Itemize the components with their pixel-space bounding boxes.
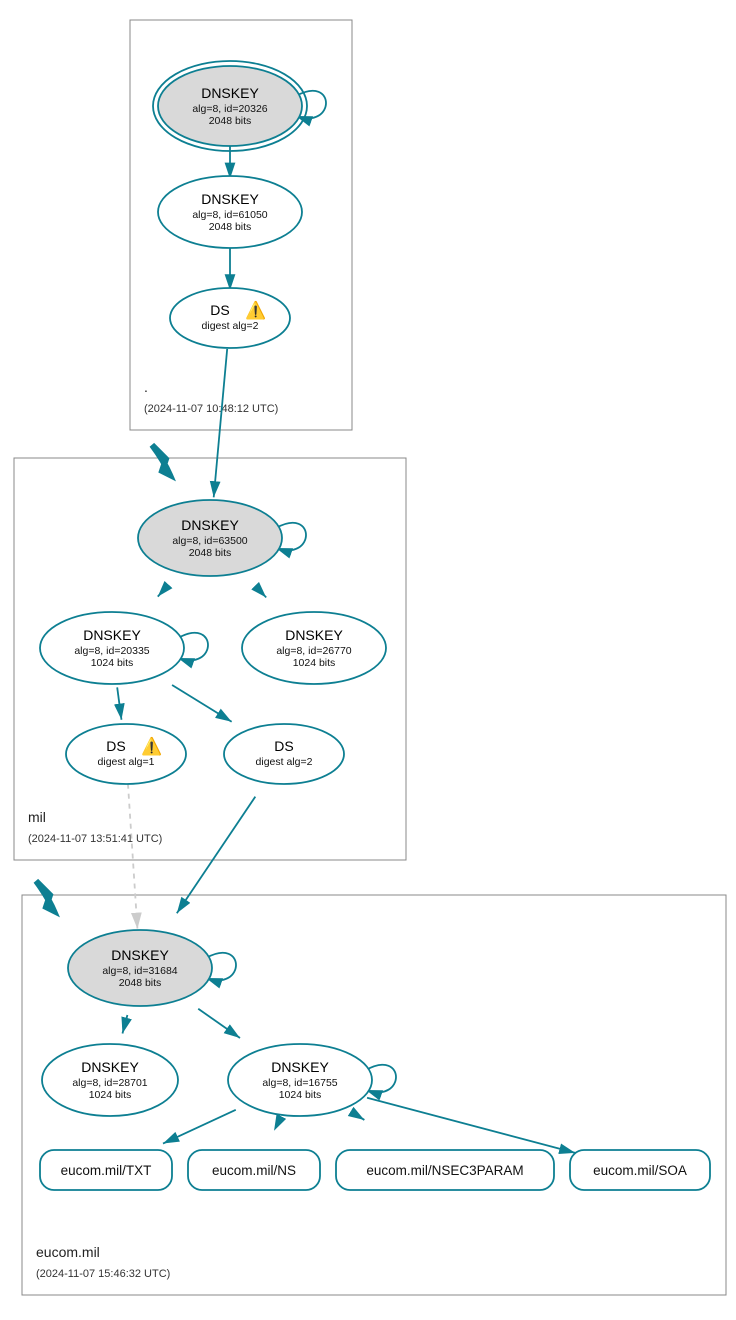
- node-title: DNSKEY: [81, 1059, 139, 1075]
- dnssec-graph: . (2024-11-07 10:48:12 UTC) mil (2024-11-07…: [0, 0, 736, 1320]
- node-title: DS: [274, 738, 293, 754]
- warning-icon: ⚠️: [141, 736, 162, 756]
- rrset-rr-ns: eucom.mil/NS: [188, 1150, 320, 1190]
- node-line2: digest alg=2: [202, 320, 259, 332]
- zone-label-mil: mil: [28, 809, 46, 825]
- zone-label-eucom: eucom.mil: [36, 1244, 100, 1260]
- node-line3: 1024 bits: [91, 657, 134, 669]
- edge-mil-zsk1-mil-ds2: [172, 685, 232, 722]
- node-line2: alg=8, id=63500: [172, 535, 247, 547]
- zone-ts-eucom: (2024-11-07 15:46:32 UTC): [36, 1268, 170, 1280]
- warning-icon: ⚠️: [245, 300, 266, 320]
- edge-root-ds-mil-ksk: [214, 349, 227, 497]
- node-title: DS: [106, 738, 125, 754]
- node-line2: alg=8, id=16755: [262, 1077, 337, 1089]
- node-line2: alg=8, id=26770: [276, 645, 351, 657]
- delegation-arrow-0: [152, 445, 170, 475]
- edge-eucom-zsk2-rr-txt: [163, 1110, 236, 1144]
- node-eucom-zsk2: DNSKEY alg=8, id=167551024 bits: [228, 1044, 372, 1116]
- rrset-label: eucom.mil/TXT: [61, 1163, 152, 1178]
- node-line2: alg=8, id=20335: [74, 645, 149, 657]
- node-mil-zsk2: DNSKEY alg=8, id=267701024 bits: [242, 612, 386, 684]
- node-line2: alg=8, id=31684: [102, 965, 177, 977]
- node-mil-ksk: DNSKEY alg=8, id=635002048 bits: [138, 500, 282, 576]
- node-line3: 2048 bits: [189, 547, 232, 559]
- edge-mil-zsk1-mil-ds1: [117, 687, 121, 719]
- node-line2: alg=8, id=61050: [192, 209, 267, 221]
- zone-ts-root: (2024-11-07 10:48:12 UTC): [144, 403, 278, 415]
- node-line2: digest alg=2: [256, 756, 313, 768]
- node-title: DNSKEY: [285, 627, 343, 643]
- node-mil-ds2: DS digest alg=2: [224, 724, 344, 784]
- node-line3: 1024 bits: [89, 1089, 132, 1101]
- edge-mil-ds1-eucom-ksk: [128, 784, 137, 929]
- rrset-rr-txt: eucom.mil/TXT: [40, 1150, 172, 1190]
- edge-mil-ds2-eucom-ksk: [177, 797, 255, 914]
- node-title: DNSKEY: [111, 947, 169, 963]
- node-title: DNSKEY: [83, 627, 141, 643]
- rrset-rr-soa: eucom.mil/SOA: [570, 1150, 710, 1190]
- node-title: DS: [210, 302, 229, 318]
- rrset-label: eucom.mil/NSEC3PARAM: [366, 1163, 523, 1178]
- node-line3: 1024 bits: [293, 657, 336, 669]
- node-title: DNSKEY: [201, 191, 259, 207]
- edge-eucom-ksk-eucom-zsk1: [122, 1015, 127, 1033]
- rrset-label: eucom.mil/SOA: [593, 1163, 687, 1178]
- node-line2: alg=8, id=28701: [72, 1077, 147, 1089]
- zone-label-root: .: [144, 379, 148, 395]
- node-root-ds: DS ⚠️digest alg=2: [170, 288, 290, 348]
- node-line3: 2048 bits: [119, 977, 162, 989]
- node-line2: digest alg=1: [98, 756, 155, 768]
- node-mil-ds1: DS ⚠️digest alg=1: [66, 724, 186, 784]
- node-mil-zsk1: DNSKEY alg=8, id=203351024 bits: [40, 612, 184, 684]
- node-root-ksk: DNSKEY alg=8, id=203262048 bits: [153, 61, 307, 151]
- rrset-rr-nsec3: eucom.mil/NSEC3PARAM: [336, 1150, 554, 1190]
- edge-eucom-ksk-eucom-zsk2: [198, 1009, 240, 1038]
- edge-mil-ksk-mil-zsk1: [158, 588, 166, 597]
- node-line2: alg=8, id=20326: [192, 103, 267, 115]
- edge-eucom-zsk2-rr-nsec3: [360, 1117, 364, 1120]
- edge-mil-ksk-mil-zsk2: [257, 587, 267, 597]
- zone-ts-mil: (2024-11-07 13:51:41 UTC): [28, 833, 162, 845]
- node-root-zsk: DNSKEY alg=8, id=610502048 bits: [158, 176, 302, 248]
- node-title: DNSKEY: [271, 1059, 329, 1075]
- node-title: DNSKEY: [181, 517, 239, 533]
- node-line3: 2048 bits: [209, 221, 252, 233]
- node-eucom-ksk: DNSKEY alg=8, id=316842048 bits: [68, 930, 212, 1006]
- delegation-arrow-1: [36, 881, 54, 911]
- rrset-label: eucom.mil/NS: [212, 1163, 296, 1178]
- node-line3: 1024 bits: [279, 1089, 322, 1101]
- node-eucom-zsk1: DNSKEY alg=8, id=287011024 bits: [42, 1044, 178, 1116]
- node-title: DNSKEY: [201, 85, 259, 101]
- edge-eucom-zsk2-rr-soa: [367, 1098, 575, 1153]
- node-line3: 2048 bits: [209, 115, 252, 127]
